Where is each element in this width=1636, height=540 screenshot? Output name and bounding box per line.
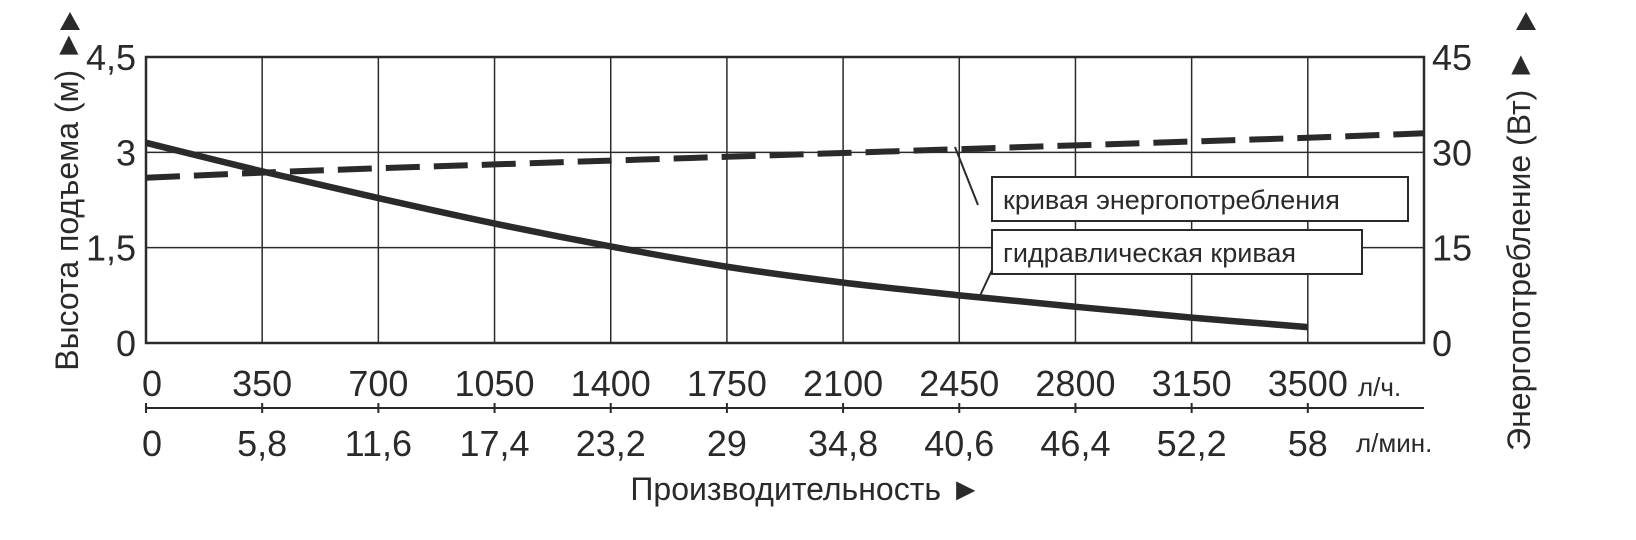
hydraulic-curve-line	[145, 139, 1309, 331]
y2-tick-label: 15	[1432, 228, 1472, 269]
x2-tick-label: 29	[707, 423, 747, 464]
power-callout-label: кривая энергопотребления	[1003, 185, 1340, 215]
power-callout-leader	[954, 146, 979, 206]
x2-tick-label: 23,2	[576, 423, 646, 464]
y2-tick-label: 0	[1432, 323, 1452, 364]
y-axis-title: Высота подъема (м) ►	[49, 29, 85, 371]
hydraulic-callout-box	[991, 229, 1363, 275]
x-tick-label: 1750	[687, 363, 767, 404]
y-tick-label: 3	[116, 132, 136, 173]
hydraulic-curve-callout: гидравлическая кривая	[977, 229, 1363, 301]
y-tick-label: 4,5	[86, 37, 136, 78]
x2-tick-label: 58	[1288, 423, 1328, 464]
y2-tick-label: 45	[1432, 37, 1472, 78]
x-tick-label: 2100	[803, 363, 883, 404]
series-layer	[145, 130, 1425, 331]
x-tick-label: 3150	[1152, 363, 1232, 404]
x-axis-title: Производительность ►	[630, 471, 981, 507]
y-tick-label: 0	[116, 323, 136, 364]
x-tick-label: 0	[142, 363, 162, 404]
x-tick-label: 1400	[571, 363, 651, 404]
plot-frame	[144, 55, 1426, 345]
hydraulic-callout-label: гидравлическая кривая	[1003, 238, 1296, 268]
hydraulic-callout-leader	[977, 269, 993, 301]
x2-tick-label: 5,8	[237, 423, 287, 464]
power-curve-callout: кривая энергопотребления	[954, 146, 1409, 222]
x-tick-label: 700	[348, 363, 408, 404]
x2-tick-label: 52,2	[1157, 423, 1227, 464]
x2-tick-label: 17,4	[460, 423, 530, 464]
x2-tick-label: 11,6	[345, 423, 412, 464]
x-tick-label: 3500	[1268, 363, 1348, 404]
power-callout-box	[991, 176, 1409, 222]
x2-tick-label: 46,4	[1040, 423, 1110, 464]
x-tick-label: 350	[232, 363, 292, 404]
x-tick-label: 1050	[454, 363, 534, 404]
x2-tick-label: 40,6	[924, 423, 994, 464]
y2-axis-arrow-icon	[1516, 12, 1536, 30]
y-tick-label: 1,5	[86, 228, 136, 269]
power-consumption-line	[145, 130, 1425, 181]
x-tick-label: 2450	[919, 363, 999, 404]
x2-unit-label: л/мин.	[1356, 428, 1432, 458]
x2-tick-label: 34,8	[808, 423, 878, 464]
x2-tick-label: 0	[142, 423, 162, 464]
y-axis-arrow-icon	[60, 12, 80, 30]
y2-tick-label: 30	[1432, 132, 1472, 173]
x-tick-label: 2800	[1035, 363, 1115, 404]
x-unit-label: л/ч.	[1358, 372, 1401, 402]
y2-axis-title: Энергопотребление (Вт) ►	[1501, 49, 1537, 451]
